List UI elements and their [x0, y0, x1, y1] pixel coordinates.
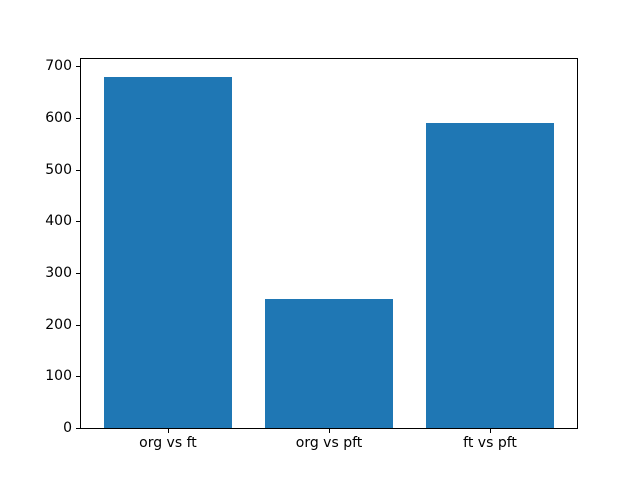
x-tick — [490, 428, 492, 433]
y-tick — [76, 169, 81, 171]
y-tick — [76, 324, 81, 326]
y-tick-label: 600 — [45, 109, 72, 126]
x-tick-label: ft vs pft — [463, 435, 517, 451]
x-tick — [167, 428, 169, 433]
x-tick-label: org vs ft — [139, 435, 197, 451]
x-tick-label: org vs pft — [295, 435, 363, 451]
y-tick-label: 400 — [45, 213, 72, 230]
y-tick-label: 100 — [45, 368, 72, 385]
y-tick — [76, 117, 81, 119]
bar-ft-vs-pft — [425, 123, 555, 428]
plot-area: 0 100 200 300 400 500 600 700 org vs ft org vs pf… — [45, 58, 578, 450]
y-tick-label: 0 — [63, 420, 72, 436]
y-tick — [76, 66, 81, 68]
y-tick-label: 300 — [45, 264, 72, 281]
y-tick-label: 200 — [45, 316, 72, 333]
y-tick — [76, 428, 81, 429]
bar-org-vs-pft — [264, 298, 394, 428]
y-tick — [76, 272, 81, 274]
y-tick-label: 500 — [45, 161, 72, 178]
x-tick — [329, 428, 330, 433]
y-tick — [76, 221, 81, 223]
y-tick — [76, 376, 81, 378]
y-tick-label: 700 — [45, 58, 72, 75]
bar-org-vs-ft — [103, 76, 233, 428]
